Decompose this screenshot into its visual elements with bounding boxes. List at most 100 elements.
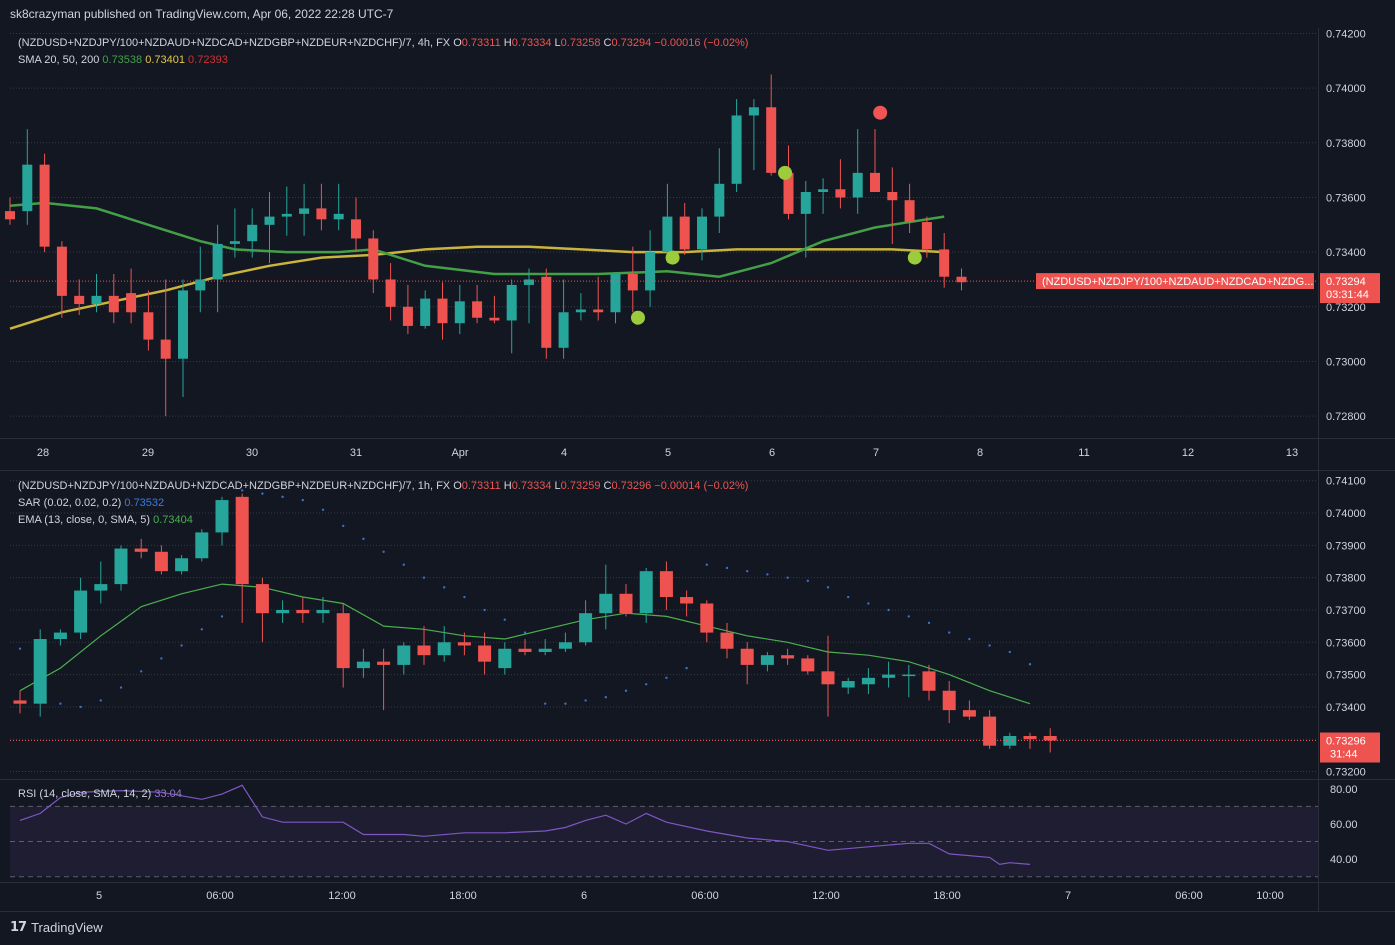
sar-dot	[79, 705, 82, 709]
time-tick-label: 06:00	[691, 890, 719, 902]
signal-marker	[873, 105, 888, 120]
time-tick-label: 06:00	[206, 890, 234, 902]
candle-body	[385, 279, 396, 307]
sar-dot	[483, 608, 486, 612]
sar-dot	[544, 702, 547, 705]
price-tick-label: 0.73200	[1326, 767, 1366, 779]
candle-body	[489, 317, 500, 321]
ema-value: 0.73404	[153, 514, 193, 526]
candle-body	[397, 645, 411, 665]
price-tick-label: 0.73800	[1326, 573, 1366, 585]
candle-body	[212, 243, 223, 280]
candle-body	[922, 671, 936, 691]
sar-dot	[867, 602, 870, 605]
sar-dot	[362, 537, 365, 541]
sar-dot	[927, 621, 931, 625]
brand-text: TradingView	[31, 920, 103, 935]
ohlc-change: −0.00016 (−0.02%)	[654, 37, 748, 49]
time-tick-label: 28	[37, 447, 49, 459]
sar-dot	[1028, 663, 1032, 666]
candle-body	[417, 645, 431, 656]
candle-body	[333, 213, 344, 220]
price-tick-label: 0.72800	[1326, 411, 1366, 423]
sar-dot	[705, 563, 708, 566]
candle-body	[134, 548, 148, 552]
sar-dot	[140, 670, 143, 673]
time-tick-label: 13	[1286, 447, 1298, 459]
sar-dot	[786, 576, 789, 579]
candle-body	[316, 208, 327, 220]
countdown-value: 31:44	[1330, 749, 1358, 761]
candle-body	[356, 661, 370, 669]
candle-body	[902, 674, 916, 677]
price-tick-label: 0.74100	[1326, 476, 1366, 488]
candle-body	[175, 558, 189, 572]
symbol-title: (NZDUSD+NZDJPY/100+NZDAUD+NZDCAD+NZDGBP+…	[18, 480, 453, 492]
sar-dot	[281, 495, 284, 499]
sar-legend: SAR (0.02, 0.02, 0.2) 0.73532	[18, 497, 164, 509]
candle-body	[178, 290, 188, 359]
ohlc-close: 0.73296	[611, 480, 654, 492]
sar-dot	[321, 508, 325, 511]
candle-body	[645, 252, 656, 291]
candle-body	[296, 609, 310, 614]
time-tick-label: 11	[1078, 447, 1089, 459]
ema-legend: EMA (13, close, 0, SMA, 5) 0.73404	[18, 514, 193, 526]
candle-body	[195, 279, 206, 291]
candle-body	[56, 246, 67, 296]
sar-dot	[725, 566, 729, 570]
ohlc-open: 0.73311	[462, 37, 504, 49]
candle-body	[558, 312, 569, 348]
candle-body	[962, 710, 976, 717]
sar-dot	[766, 573, 769, 576]
legend-1h: (NZDUSD+NZDJPY/100+NZDAUD+NZDCAD+NZDGBP+…	[18, 480, 748, 492]
candle-body	[195, 532, 209, 559]
symbol-tag-label: (NZDUSD+NZDJPY/100+NZDAUD+NZDCAD+NZDG...	[1042, 276, 1313, 288]
price-tick-label: 0.74000	[1326, 508, 1366, 520]
candle-body	[983, 716, 997, 746]
last-price-value: 0.73294	[1326, 276, 1366, 288]
candle-body	[1023, 735, 1037, 740]
candle-body	[154, 551, 168, 572]
price-tick-label: 0.73400	[1326, 247, 1366, 259]
price-tick-label: 0.73700	[1326, 605, 1366, 617]
candle-body	[74, 295, 85, 305]
time-tick-label: 31	[350, 447, 362, 459]
ohlc-change: −0.00014 (−0.02%)	[654, 480, 748, 492]
candle-body	[870, 172, 880, 192]
ohlc-key: C	[604, 480, 612, 492]
time-tick-label: 6	[581, 890, 587, 902]
sar-dot	[988, 644, 991, 647]
time-tick-label: 7	[1065, 890, 1071, 902]
sar-dot	[160, 657, 163, 660]
price-tick-label: 0.73000	[1326, 356, 1366, 368]
sar-dot	[402, 563, 405, 566]
candle-body	[760, 655, 774, 665]
candle-body	[882, 674, 896, 678]
price-tick-label: 0.74200	[1326, 28, 1366, 40]
candle-body	[558, 642, 572, 649]
ohlc-key: O	[453, 37, 462, 49]
candle-body	[437, 642, 451, 656]
sma-legend: SMA 20, 50, 200 0.73538 0.73401 0.72393	[18, 54, 228, 66]
candle-body	[255, 584, 269, 614]
sar-dot	[342, 524, 345, 528]
candle-body	[299, 208, 310, 214]
sma50-value: 0.73401	[145, 54, 188, 66]
candle-body	[498, 648, 512, 669]
rsi-legend: RSI (14, close, SMA, 14, 2) 33.04	[18, 788, 182, 800]
candle-body	[264, 216, 275, 225]
price-tick-label: 0.73900	[1326, 540, 1366, 552]
candle-body	[351, 219, 361, 239]
sar-dot	[503, 618, 506, 621]
tradingview-brand[interactable]: 17 TradingView	[10, 920, 103, 935]
candle-body	[420, 298, 431, 326]
time-tick-label: 18:00	[449, 890, 477, 902]
candle-body	[680, 597, 694, 604]
sar-dot	[826, 586, 830, 589]
sar-dot	[463, 595, 466, 599]
sma20-line	[9, 201, 945, 278]
candle-body	[697, 216, 707, 250]
candle-body	[679, 216, 690, 250]
